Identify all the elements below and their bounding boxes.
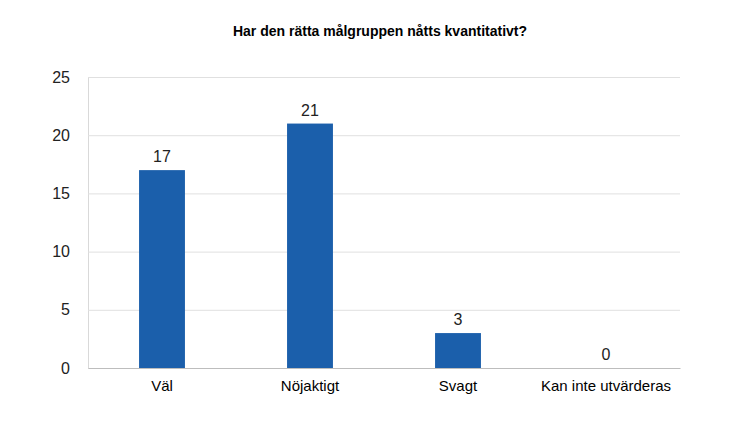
x-tick-label: Svagt	[439, 377, 478, 394]
y-tick: 25	[52, 69, 680, 86]
bar	[139, 170, 185, 368]
data-label: 0	[602, 346, 611, 363]
x-tick-label: Nöjaktigt	[281, 377, 340, 394]
x-tick: Nöjaktigt	[281, 368, 340, 394]
y-tick-label: 15	[52, 185, 70, 202]
data-labels: 17 21 3 0	[153, 102, 610, 363]
bar	[287, 124, 333, 368]
x-tick: Väl	[151, 368, 173, 394]
x-axis: Väl Nöjaktigt Svagt Kan inte utvärderas	[89, 368, 681, 394]
chart: Har den rätta målgruppen nåtts kvantitat…	[0, 0, 750, 436]
y-tick-label: 5	[61, 301, 70, 318]
data-label: 17	[153, 148, 171, 165]
grid-line	[88, 368, 680, 369]
y-tick-label: 20	[52, 127, 70, 144]
y-tick-label: 10	[52, 243, 70, 260]
y-tick-label: 25	[52, 69, 70, 86]
grid-line	[88, 77, 680, 78]
bar	[435, 333, 481, 368]
bars	[139, 124, 481, 368]
y-axis: 0 5 10 15 20 25	[52, 69, 680, 377]
grid-line	[88, 135, 680, 136]
data-label: 3	[454, 311, 463, 328]
bar	[583, 368, 629, 369]
y-tick-label: 0	[61, 360, 70, 377]
y-tick: 20	[52, 127, 680, 144]
x-tick: Svagt	[439, 368, 478, 394]
y-axis-line	[89, 78, 681, 369]
title: Har den rätta målgruppen nåtts kvantitat…	[233, 23, 527, 39]
data-label: 21	[301, 102, 319, 119]
x-axis-line	[89, 368, 681, 369]
x-tick-label: Kan inte utvärderas	[541, 377, 671, 394]
plot: 0 5 10 15 20 25 Väl Nöjaktigt Svagt Kan inte utvä…	[52, 69, 680, 394]
x-tick-label: Väl	[151, 377, 173, 394]
x-tick: Kan inte utvärderas	[541, 368, 671, 394]
